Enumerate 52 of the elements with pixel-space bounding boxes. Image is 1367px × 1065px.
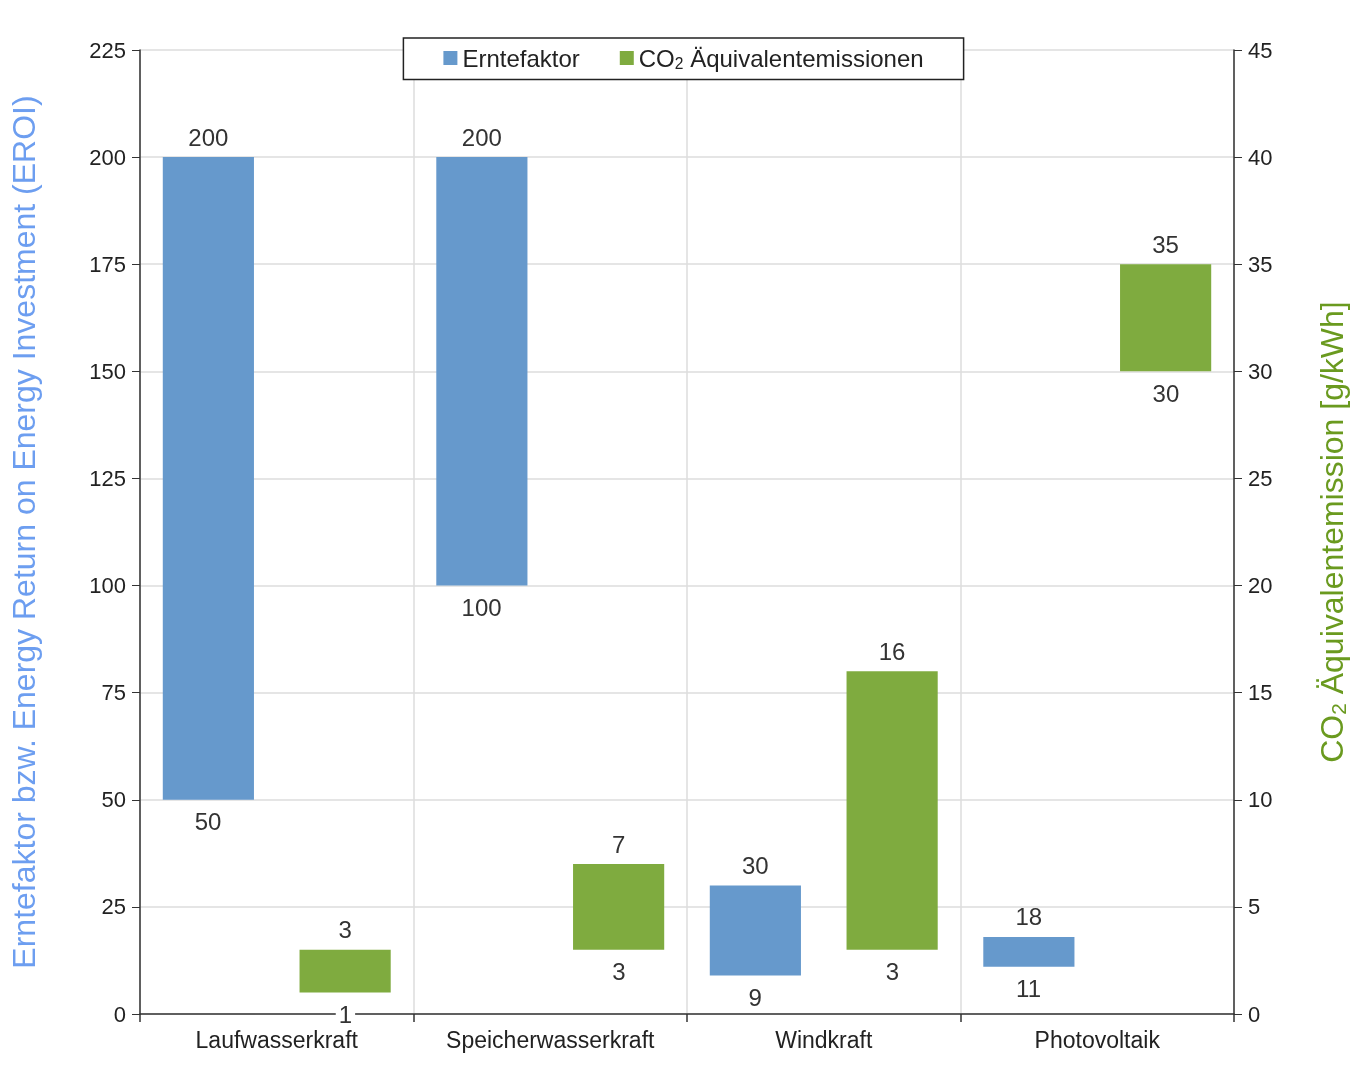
- bar: [983, 936, 1075, 967]
- bar: [1120, 264, 1212, 372]
- y2-tick-label: 35: [1248, 251, 1273, 277]
- y2-tick-label: 0: [1248, 1001, 1261, 1027]
- data-label: 16: [878, 637, 906, 665]
- legend-label: Erntefaktor: [462, 44, 580, 72]
- y2-tick-label: 25: [1248, 465, 1273, 491]
- y-axis-title: Erntefaktor bzw. Energy Return on Energy Investment (EROI): [6, 95, 42, 969]
- y-tick-label: 25: [101, 894, 126, 920]
- y2-tick-label: 20: [1248, 573, 1273, 599]
- y-tick-label: 175: [89, 251, 126, 277]
- annotation: 3: [612, 958, 626, 986]
- annotation: 1: [338, 1001, 353, 1029]
- y2-axis-title: CO2 Äquivalentemission [g/kWh]: [1313, 301, 1351, 763]
- y2-tick-label: 30: [1248, 358, 1273, 384]
- annotation: 50: [194, 808, 222, 836]
- annotation: 100: [461, 594, 502, 622]
- y2-tick-label: 5: [1248, 894, 1261, 920]
- annotation: 9: [748, 983, 762, 1011]
- y-tick-label: 225: [89, 37, 126, 63]
- data-label: 35: [1152, 230, 1179, 258]
- y2-tick-label: 40: [1248, 144, 1273, 170]
- y-tick-label: 150: [89, 358, 126, 384]
- bar: [573, 864, 665, 950]
- bar: [709, 885, 801, 976]
- annotation: 3: [885, 958, 900, 986]
- y-tick-label: 100: [89, 573, 126, 599]
- data-label: 200: [188, 123, 229, 151]
- x-tick-label: Photovoltaik: [1034, 1026, 1161, 1053]
- y-tick-label: 0: [113, 1001, 126, 1027]
- bar: [299, 949, 391, 993]
- y2-tick-label: 10: [1248, 787, 1273, 813]
- data-label: 200: [461, 123, 502, 151]
- bar: [162, 157, 254, 800]
- data-label: 3: [338, 916, 352, 944]
- y2-tick-label: 15: [1248, 680, 1273, 706]
- y2-tick-label: 45: [1248, 37, 1273, 63]
- x-tick-label: Speicherwasserkraft: [446, 1026, 656, 1053]
- data-label: 7: [611, 830, 626, 858]
- bar: [436, 157, 528, 586]
- annotation: 11: [1016, 975, 1042, 1003]
- y-tick-label: 200: [89, 144, 126, 170]
- bar: [846, 671, 938, 950]
- y-tick-label: 50: [101, 787, 126, 813]
- data-label: 18: [1015, 903, 1043, 931]
- y-tick-label: 75: [101, 680, 126, 706]
- x-tick-label: Windkraft: [775, 1026, 873, 1053]
- data-label: 30: [742, 851, 769, 879]
- x-tick-label: Laufwasserkraft: [195, 1026, 359, 1053]
- legend-label: CO2 Äquivalentemissionen: [638, 44, 924, 72]
- annotation: 30: [1152, 379, 1180, 407]
- y-tick-label: 125: [89, 465, 126, 491]
